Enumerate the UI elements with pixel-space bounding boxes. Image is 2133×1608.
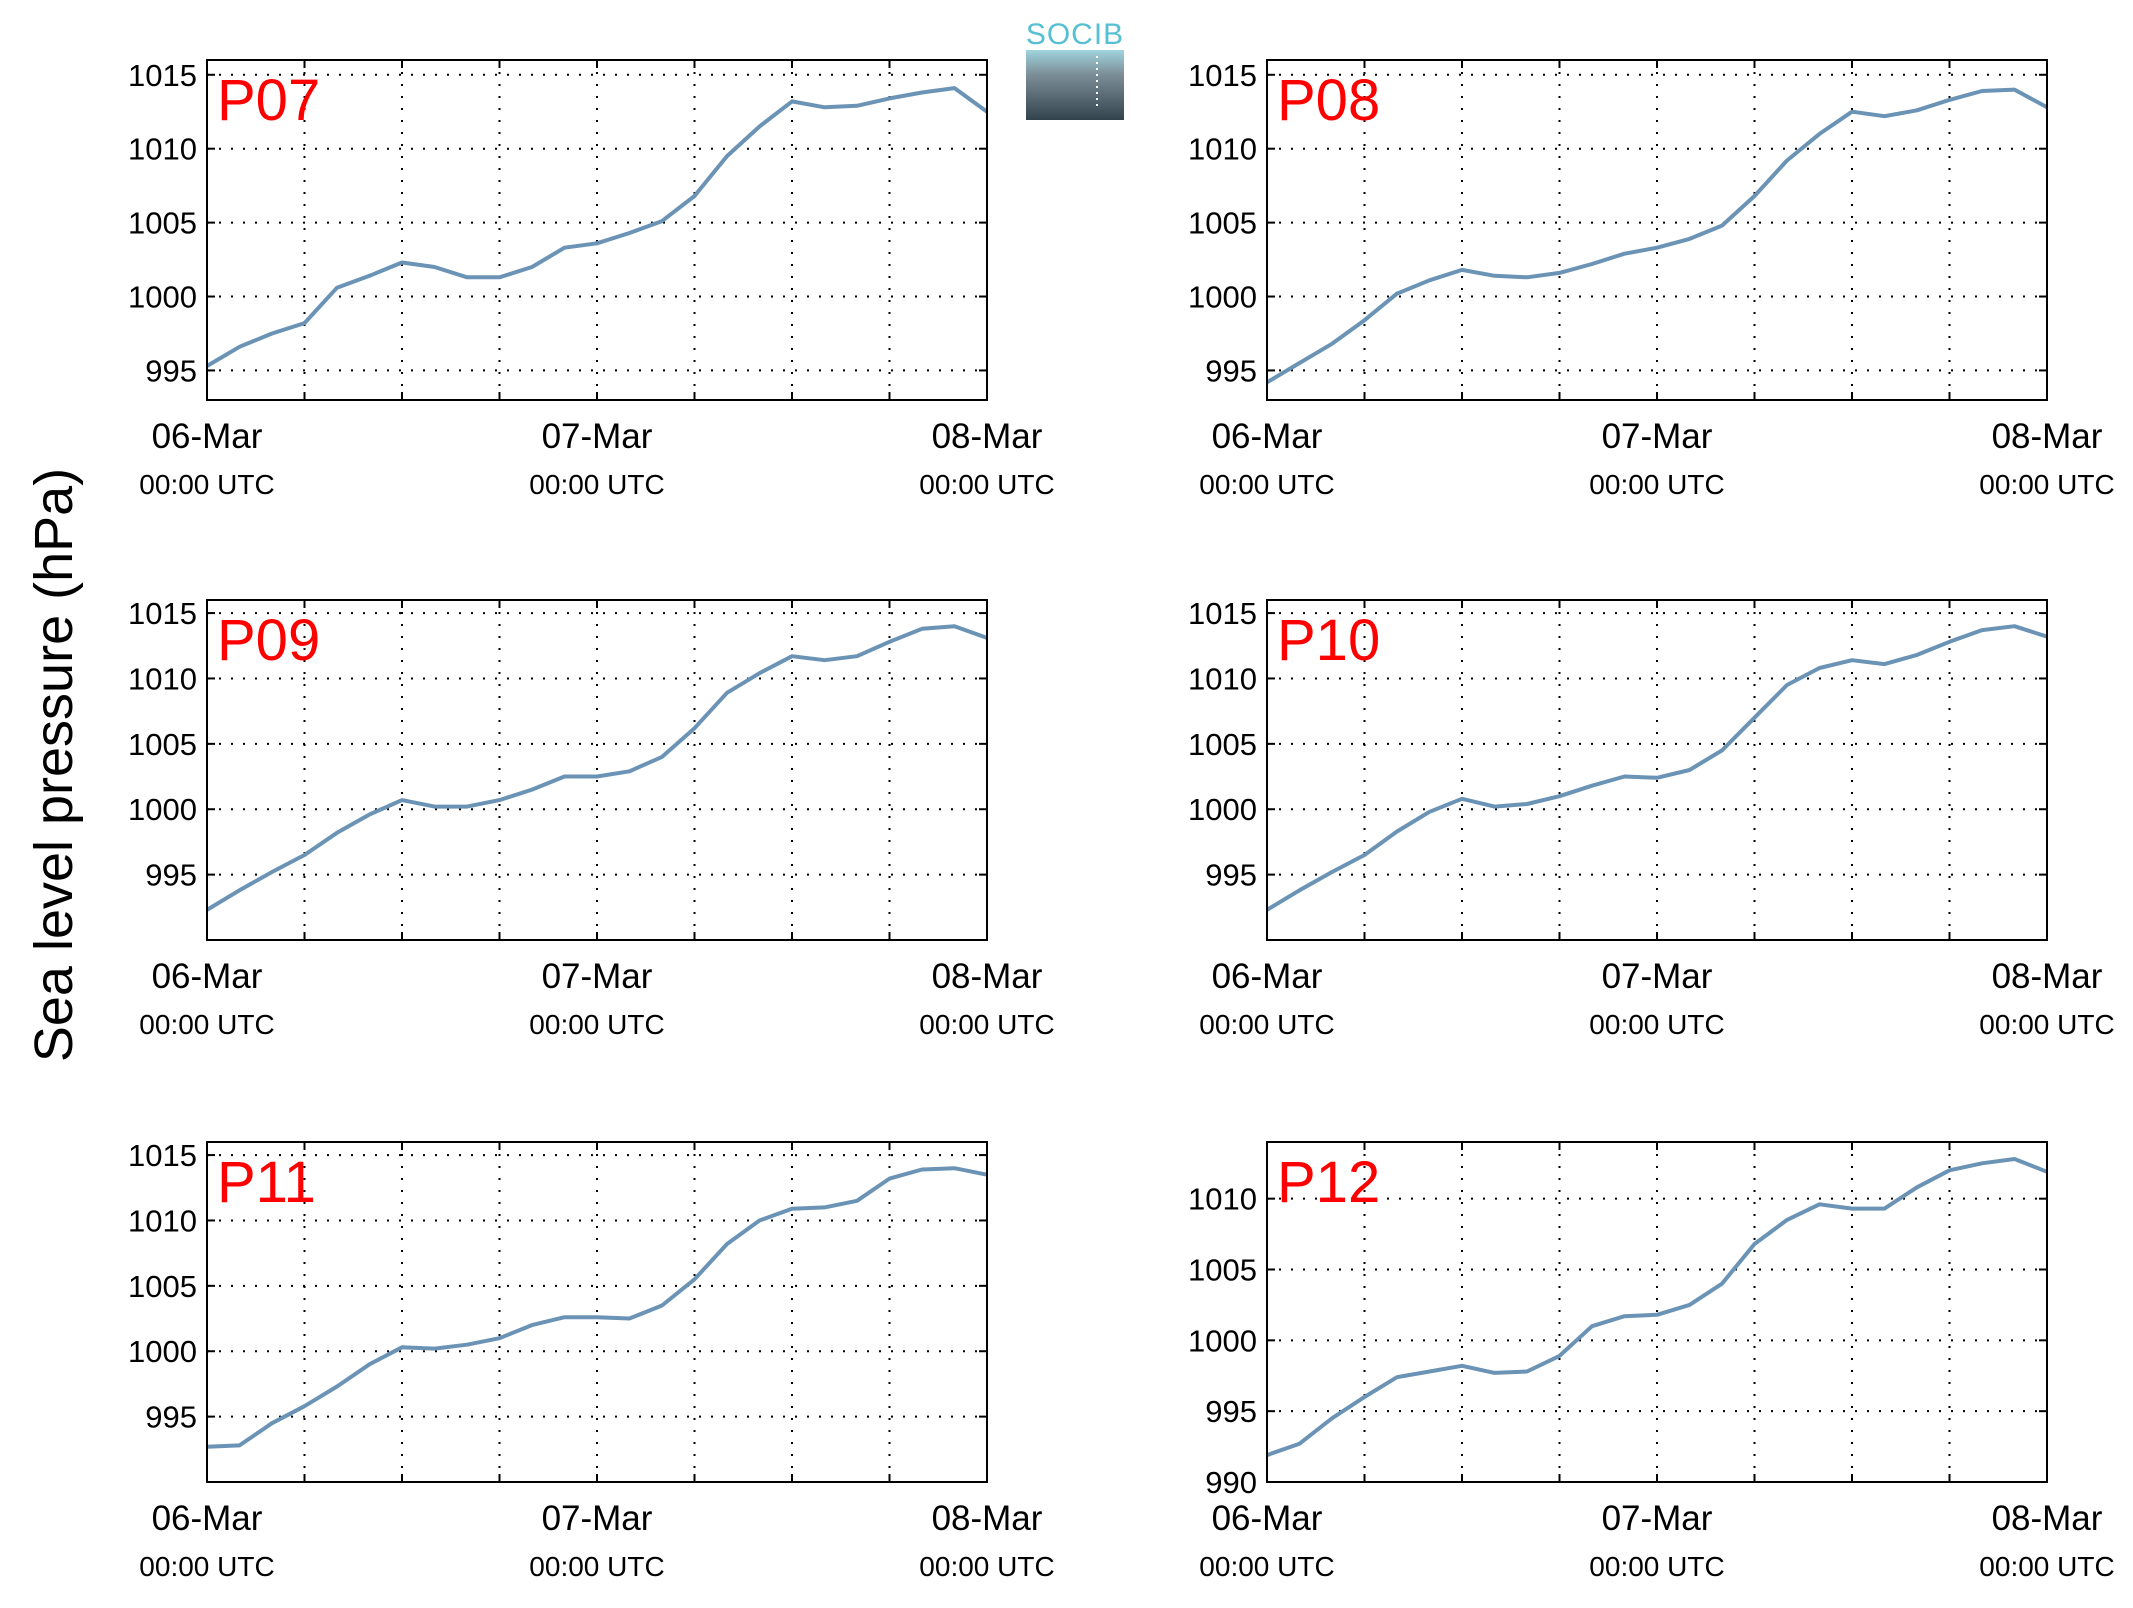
logo-water-icon [1026,50,1124,120]
x-tick-label-date: 08-Mar [932,417,1043,456]
series-line-p08 [1265,87,2048,385]
x-tick-label-date: 06-Mar [1212,1499,1323,1538]
y-tick-label: 995 [1205,858,1257,893]
x-tick-label-time: 00:00 UTC [529,469,664,500]
x-tick-label-time: 00:00 UTC [1979,1551,2114,1582]
x-tick-label-date: 08-Mar [1992,1499,2103,1538]
panel-title: P08 [1277,68,1380,133]
y-tick-label: 995 [145,858,197,893]
y-tick-label: 1010 [1188,1182,1257,1217]
socib-logo: SOCIB [1026,18,1124,120]
axes-frame [1266,1141,2048,1483]
series-line-p07 [205,86,989,368]
x-tick-label-time: 00:00 UTC [529,1009,664,1040]
x-tick-label-date: 07-Mar [542,1499,653,1538]
x-tick-label-time: 00:00 UTC [1589,469,1724,500]
y-tick-label: 1010 [128,1203,197,1238]
x-tick-label-time: 00:00 UTC [139,1009,274,1040]
x-tick-label-date: 07-Mar [542,417,653,456]
panel-title: P12 [1277,1150,1380,1215]
y-tick-label: 1005 [1188,727,1257,762]
y-tick-label: 995 [1205,1394,1257,1429]
y-tick-label: 995 [1205,353,1257,388]
x-tick-label-time: 00:00 UTC [529,1551,664,1582]
y-tick-label: 1000 [128,280,197,315]
y-tick-label: 1000 [128,792,197,827]
x-tick-label-date: 07-Mar [1602,417,1713,456]
x-tick-label-date: 08-Mar [932,1499,1043,1538]
y-tick-label: 1005 [128,206,197,241]
x-tick-label-time: 00:00 UTC [919,1009,1054,1040]
x-tick-label-date: 08-Mar [1992,417,2103,456]
y-tick-label: 1010 [1188,661,1257,696]
x-tick-label-time: 00:00 UTC [1199,469,1334,500]
x-tick-label-time: 00:00 UTC [1979,1009,2114,1040]
x-tick-label-date: 06-Mar [152,957,263,996]
series-line-p10 [1265,624,2048,912]
x-tick-label-time: 00:00 UTC [1199,1551,1334,1582]
x-tick-label-date: 07-Mar [542,957,653,996]
panel-title: P07 [217,68,320,133]
x-tick-label-date: 08-Mar [932,957,1043,996]
chart-panel-p09: 995 1000 1005 1010 1015 06-Mar 00:00 UTC 07-Mar… [128,596,1055,1040]
x-tick-label-time: 00:00 UTC [919,1551,1054,1582]
panel-title: P10 [1277,608,1380,673]
axes-frame [1266,59,2048,401]
panel-title: P11 [217,1150,316,1215]
y-tick-label: 1010 [1188,132,1257,167]
x-tick-label-date: 06-Mar [152,1499,263,1538]
y-tick-label: 1010 [128,132,197,167]
x-tick-label-date: 08-Mar [1992,957,2103,996]
y-tick-label: 1005 [1188,206,1257,241]
series-line-p09 [205,624,988,912]
y-tick-label: 995 [145,353,197,388]
series-line-p12 [1266,1157,2048,1457]
y-tick-label: 1015 [128,596,197,631]
panel-title: P09 [217,608,320,673]
y-tick-label: 1000 [128,1334,197,1369]
x-tick-label-time: 00:00 UTC [1589,1551,1724,1582]
x-tick-label-date: 07-Mar [1602,957,1713,996]
axes-frame [206,59,988,401]
x-tick-label-date: 06-Mar [1212,957,1323,996]
panels: 995 1000 1005 1010 1015 06-Mar 00:00 UTC 07-Mar… [128,58,2115,1582]
y-tick-label: 1015 [128,1138,197,1173]
logo-text: SOCIB [1026,18,1124,51]
x-tick-label-date: 06-Mar [152,417,263,456]
y-axis-label: Sea level pressure (hPa) [24,468,84,1062]
y-tick-label: 1005 [128,1269,197,1304]
y-tick-label: 995 [145,1400,197,1435]
x-tick-label-time: 00:00 UTC [1589,1009,1724,1040]
x-tick-label-time: 00:00 UTC [139,1551,274,1582]
y-tick-label: 990 [1205,1465,1257,1500]
y-tick-label: 1015 [128,58,197,93]
y-tick-label: 1015 [1188,596,1257,631]
y-tick-label: 1005 [128,727,197,762]
series-line-p11 [206,1166,988,1449]
x-tick-label-date: 07-Mar [1602,1499,1713,1538]
chart-panel-p11: 995 1000 1005 1010 1015 06-Mar 00:00 UTC 07-Mar… [128,1138,1055,1582]
chart-panel-p12: 990 995 1000 1005 1010 06-Mar 00:00 UTC 07-Mar 0… [1188,1141,2115,1582]
y-tick-label: 1015 [1188,58,1257,93]
x-tick-label-time: 00:00 UTC [1199,1009,1334,1040]
chart-panel-p10: 995 1000 1005 1010 1015 06-Mar 00:00 UTC 07-Mar… [1188,596,2115,1040]
x-tick-label-time: 00:00 UTC [919,469,1054,500]
x-tick-label-time: 00:00 UTC [139,469,274,500]
axes-frame [206,599,988,941]
y-tick-label: 1000 [1188,792,1257,827]
axes-frame [1266,599,2048,941]
y-tick-label: 1005 [1188,1253,1257,1288]
y-tick-label: 1010 [128,661,197,696]
y-tick-label: 1000 [1188,1323,1257,1358]
y-tick-label: 1000 [1188,280,1257,315]
x-tick-label-time: 00:00 UTC [1979,469,2114,500]
chart-panel-p08: 995 1000 1005 1010 1015 06-Mar 00:00 UTC 07-Mar… [1188,58,2115,500]
x-tick-label-date: 06-Mar [1212,417,1323,456]
chart-panel-p07: 995 1000 1005 1010 1015 06-Mar 00:00 UTC 07-Mar… [128,58,1055,500]
axes-frame [206,1141,988,1483]
